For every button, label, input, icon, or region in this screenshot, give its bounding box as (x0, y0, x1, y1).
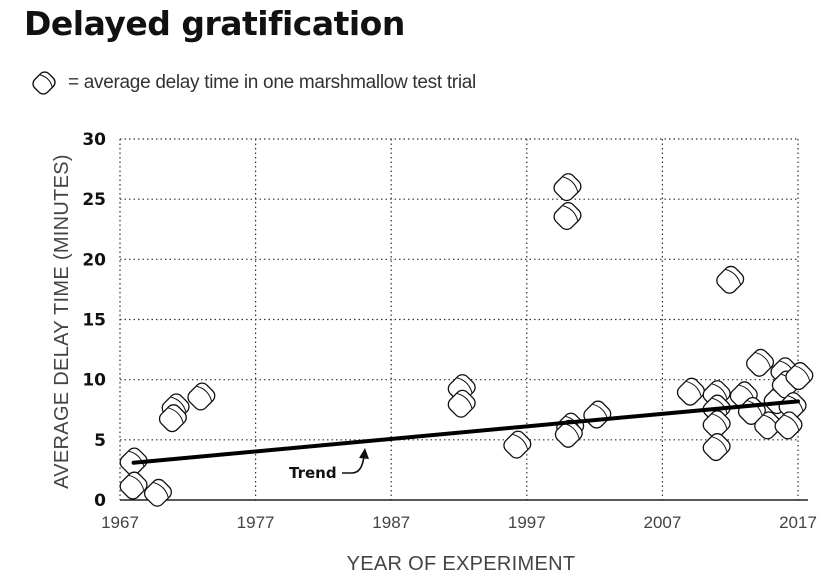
marshmallow-body (702, 410, 731, 439)
marshmallow-top (456, 392, 473, 409)
chart-title: Delayed gratification (24, 4, 405, 43)
marshmallow-point (553, 201, 582, 231)
marshmallow-point (702, 433, 731, 462)
x-tick-label: 1987 (372, 513, 410, 532)
y-tick-label: 30 (82, 130, 106, 150)
marshmallow-point (702, 410, 731, 439)
y-tick-label: 0 (94, 491, 106, 511)
marshmallow-top (755, 352, 771, 368)
marshmallow-point (119, 471, 148, 500)
marshmallow-body (583, 400, 612, 429)
marshmallow-point (187, 382, 216, 411)
trend-label: Trend (289, 464, 337, 482)
x-axis-label: YEAR OF EXPERIMENT (347, 553, 576, 575)
marshmallow-point (746, 348, 775, 377)
marshmallow-top (725, 269, 741, 285)
marshmallow-body (187, 382, 216, 411)
marshmallow-body (774, 411, 803, 440)
trend-arrowhead-icon (359, 448, 369, 459)
marshmallow-top (711, 436, 728, 452)
marshmallow-top (562, 176, 579, 192)
x-tick-label: 1997 (508, 513, 546, 532)
marshmallow-point (143, 478, 172, 507)
marshmallow-body (702, 433, 731, 462)
trend-arrow-icon (342, 455, 365, 474)
x-tick-label: 2017 (779, 513, 817, 532)
marshmallow-top (783, 414, 800, 431)
marshmallow-point (553, 173, 582, 202)
marshmallow-body (143, 478, 172, 507)
marshmallow-top (153, 482, 169, 498)
trend-line (131, 399, 800, 465)
x-tick-label: 2007 (643, 513, 681, 532)
marshmallow-top (562, 205, 579, 221)
marshmallow-body (553, 173, 582, 202)
marshmallow-body (676, 377, 705, 406)
grid (119, 138, 799, 500)
marshmallow-top (711, 397, 728, 414)
marshmallow-point (158, 404, 187, 433)
x-ticks: 1967 1977 1987 1997 2007 2017 (101, 513, 817, 532)
y-tick-label: 25 (82, 190, 106, 210)
marshmallow-top (686, 380, 702, 397)
marshmallow-top (128, 450, 145, 467)
data-points (119, 173, 814, 507)
marshmallow-body (447, 389, 476, 418)
legend: = average delay time in one marshmallow … (24, 68, 476, 98)
marshmallow-body (119, 471, 148, 500)
y-tick-label: 5 (94, 431, 106, 451)
y-tick-label: 10 (82, 371, 106, 391)
marshmallow-body (503, 430, 532, 459)
marshmallow-point (754, 411, 783, 440)
marshmallow-top (711, 383, 728, 399)
marshmallow-top (794, 365, 811, 381)
marshmallow-top (168, 407, 184, 423)
marshmallow-top (512, 433, 529, 450)
marshmallow-body (553, 201, 582, 231)
y-axis-label: AVERAGE DELAY TIME (MINUTES) (51, 154, 73, 489)
marshmallow-point (785, 362, 814, 391)
marshmallow-point (554, 419, 583, 448)
marshmallow-body (746, 348, 775, 377)
marshmallow-body (754, 411, 783, 440)
marshmallow-point (503, 430, 532, 459)
marshmallow-top (456, 377, 473, 393)
y-ticks: 0 5 10 15 20 25 30 (82, 130, 106, 511)
marshmallow-top (196, 385, 213, 402)
y-tick-label: 15 (82, 311, 106, 331)
marshmallow-top (711, 413, 728, 429)
legend-text: = average delay time in one marshmallow … (68, 72, 476, 93)
marshmallow-body (716, 265, 745, 294)
x-tick-label: 1967 (101, 513, 139, 532)
marshmallow-body (554, 419, 583, 448)
y-tick-label: 20 (82, 250, 106, 270)
marshmallow-point (676, 377, 705, 406)
marshmallow-point (583, 400, 612, 429)
x-tick-label: 1977 (237, 513, 275, 532)
marshmallow-body (785, 362, 814, 391)
marshmallow-body (158, 404, 187, 433)
marshmallow-point (716, 265, 745, 294)
marshmallow-point (774, 411, 803, 440)
marshmallow-top (170, 396, 187, 413)
marshmallow-icon (32, 71, 56, 95)
marshmallow-top (128, 474, 145, 491)
marshmallow-point (447, 389, 476, 418)
